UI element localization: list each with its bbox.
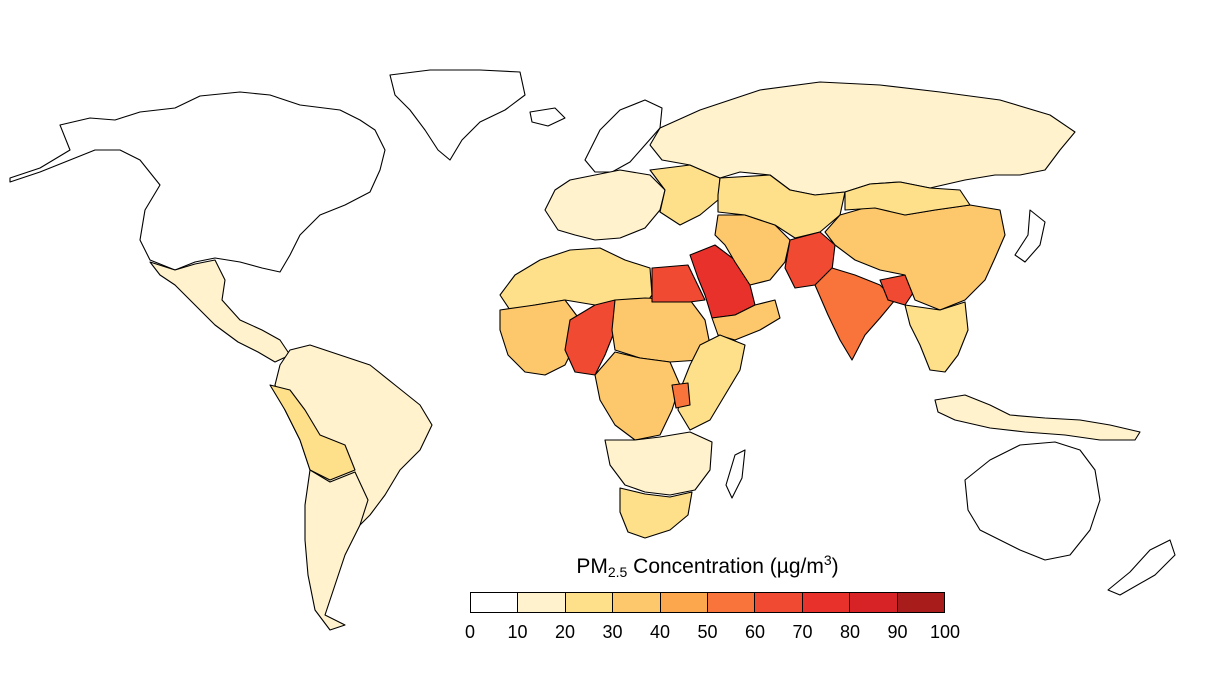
region-sahel-west (499, 299, 581, 376)
region-iceland (529, 107, 566, 127)
legend-tick-label: 30 (602, 622, 623, 642)
region-east-africa (677, 334, 746, 431)
region-southeast-asia (904, 301, 969, 373)
legend-swatch (613, 593, 661, 612)
legend-swatch (850, 593, 898, 612)
legend-tick-label: 100 (929, 622, 961, 642)
legend-swatch (708, 593, 756, 612)
region-peru-bolivia (269, 384, 356, 481)
region-russia (649, 81, 1076, 196)
region-india (814, 267, 896, 361)
legend-tick-label: 90 (887, 622, 908, 642)
region-bangladesh (879, 274, 916, 306)
country-regions (9, 69, 1176, 631)
color-legend: PM2.5 Concentration (µg/m3) 0 10 20 30 40 50 6… (465, 552, 960, 652)
legend-tick-label: 50 (697, 622, 718, 642)
region-greenland (389, 69, 526, 161)
region-australia (964, 441, 1101, 561)
region-southern-cone (304, 469, 369, 631)
legend-tick-label: 60 (744, 622, 766, 642)
region-egypt (651, 264, 706, 303)
region-scandinavia (584, 99, 663, 173)
legend-tick-label: 70 (792, 622, 813, 642)
legend-swatch (518, 593, 566, 612)
region-southern-africa (604, 431, 713, 496)
legend-swatch (897, 593, 945, 612)
legend-tick-label: 80 (839, 622, 861, 642)
legend-ticks: 0 10 20 30 40 50 60 70 80 90 100 (465, 622, 960, 646)
legend-tick-label: 40 (649, 622, 671, 642)
region-north-america (9, 91, 386, 273)
region-japan (1014, 209, 1046, 263)
region-chad-sudan (611, 297, 711, 363)
region-new-zealand (1107, 539, 1176, 596)
region-europe (544, 169, 666, 241)
region-mexico-central-america (149, 259, 291, 363)
legend-swatch (565, 593, 614, 612)
legend-tick-label: 0 (464, 622, 476, 642)
legend-swatch (471, 593, 519, 612)
legend-title: PM2.5 Concentration (µg/m3) (576, 552, 839, 580)
region-south-africa (619, 487, 693, 539)
legend-color-bar (470, 592, 945, 613)
region-mongolia (844, 181, 971, 216)
region-uganda (671, 382, 691, 409)
legend-tick-label: 20 (554, 622, 576, 642)
region-madagascar (725, 449, 746, 499)
region-niger-nigeria (564, 299, 616, 376)
legend-swatch (660, 593, 709, 612)
legend-swatch (755, 593, 803, 612)
legend-swatch (802, 593, 851, 612)
legend-tick-label: 10 (507, 622, 528, 642)
region-indonesia (934, 394, 1141, 441)
region-central-africa (594, 351, 681, 441)
